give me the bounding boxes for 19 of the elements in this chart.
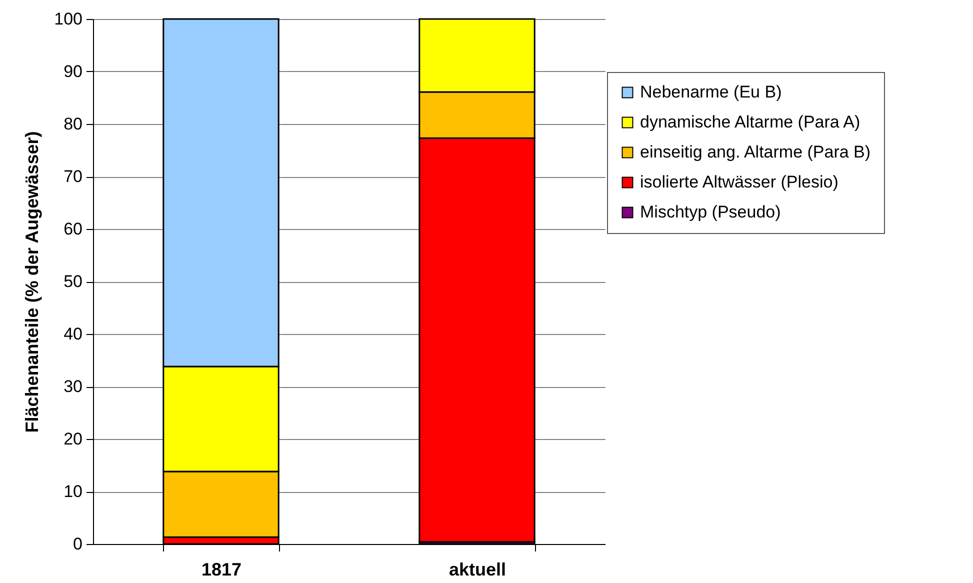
legend-label: Nebenarme (Eu B) — [640, 82, 782, 102]
y-tick-label: 20 — [64, 430, 82, 448]
y-axis-title: Flächenanteile (% der Augewässer) — [22, 131, 42, 433]
legend-label: Mischtyp (Pseudo) — [640, 202, 781, 222]
y-tick-label: 80 — [64, 114, 82, 134]
x-tick-label: 1817 — [201, 560, 242, 580]
y-tick-label: 70 — [64, 167, 82, 186]
y-tick-label: 0 — [73, 534, 82, 554]
y-tick-label: 40 — [64, 324, 82, 344]
legend-label: isolierte Altwässer (Plesio) — [640, 172, 838, 192]
y-tick-label: 90 — [64, 62, 82, 81]
y-tick-label: 50 — [64, 272, 82, 291]
y-tick-label: 10 — [64, 482, 82, 501]
y-tick-label: 30 — [64, 377, 82, 396]
x-tick-label: aktuell — [448, 560, 506, 580]
y-tick-label: 100 — [54, 10, 82, 28]
legend-label: dynamische Altarme (Para A) — [640, 112, 860, 132]
legend-label: einseitig ang. Altarme (Para B) — [640, 142, 871, 162]
y-tick-label: 60 — [64, 220, 82, 238]
